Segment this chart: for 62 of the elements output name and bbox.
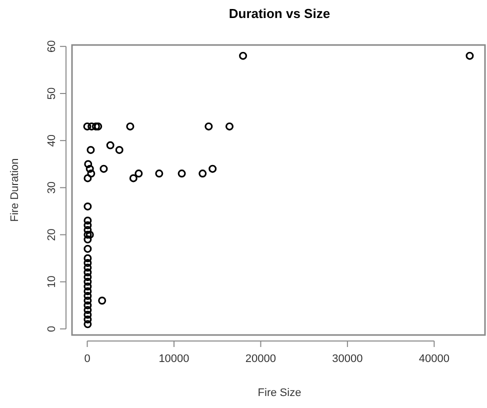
point — [84, 174, 92, 182]
point — [83, 122, 92, 130]
point — [155, 170, 164, 178]
point — [239, 52, 248, 60]
point — [84, 244, 92, 253]
point — [84, 301, 92, 310]
chart-title: Duration vs Size — [228, 6, 330, 21]
point — [84, 202, 92, 210]
y-tick-label: 30 — [46, 182, 58, 194]
y-axis-title: Fire Duration — [9, 158, 21, 222]
x-axis-title: Fire Size — [258, 387, 302, 399]
point — [84, 292, 92, 300]
point — [84, 221, 92, 230]
point — [84, 278, 92, 286]
point — [88, 122, 96, 130]
point — [86, 146, 95, 154]
point — [84, 235, 92, 244]
y-tick-label: 60 — [46, 40, 58, 53]
point — [98, 296, 106, 305]
point — [84, 287, 92, 296]
point — [84, 264, 92, 272]
point — [226, 122, 234, 130]
point — [84, 226, 92, 234]
y-tick-label: 50 — [46, 87, 58, 100]
point — [126, 122, 134, 130]
point — [87, 170, 96, 178]
x-tick-label: 0 — [84, 353, 90, 365]
point — [84, 268, 92, 276]
point — [84, 230, 92, 239]
x-tick-label: 40000 — [418, 353, 450, 365]
point — [106, 141, 114, 150]
point — [84, 160, 92, 168]
x-tick-label: 10000 — [158, 353, 190, 365]
x-tick-label: 20000 — [245, 353, 276, 365]
point — [208, 164, 217, 173]
point — [86, 164, 94, 173]
point — [84, 254, 92, 262]
point — [204, 122, 213, 130]
point — [84, 310, 92, 319]
point — [134, 170, 143, 178]
point — [84, 296, 92, 305]
point — [84, 273, 92, 282]
point — [115, 146, 124, 154]
point — [466, 52, 474, 60]
y-tick-label: 20 — [46, 228, 58, 241]
point — [84, 216, 92, 225]
y-tick-label: 0 — [46, 326, 58, 332]
y-tick-label: 10 — [46, 276, 58, 288]
y-tick-label: 40 — [46, 134, 58, 147]
point — [92, 122, 100, 130]
point — [86, 230, 94, 239]
point — [94, 122, 102, 130]
point — [84, 315, 92, 324]
x-tick-label: 30000 — [332, 353, 363, 365]
point — [84, 306, 92, 314]
point — [84, 320, 92, 328]
point — [100, 164, 108, 173]
point — [84, 258, 92, 267]
point — [178, 170, 186, 178]
point — [84, 282, 92, 291]
point — [129, 174, 138, 182]
point — [198, 170, 207, 178]
